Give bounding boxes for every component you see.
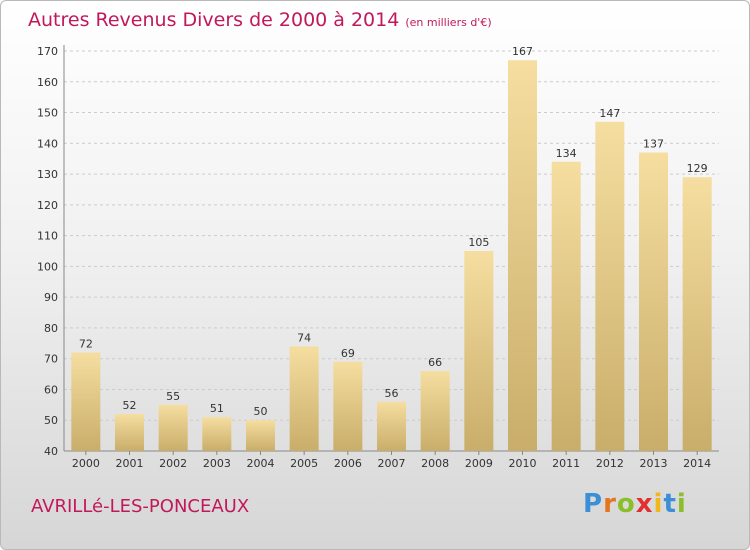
y-tick-label: 100 [37, 260, 58, 273]
bar-2014 [682, 177, 712, 451]
bar-2012 [595, 121, 625, 452]
y-tick-label: 90 [44, 291, 58, 304]
data-label: 52 [123, 399, 137, 412]
data-label: 51 [210, 402, 224, 415]
x-tick-label: 2000 [72, 457, 100, 470]
data-label: 69 [341, 347, 355, 360]
data-label: 66 [428, 356, 442, 369]
data-label: 167 [512, 45, 533, 58]
bar-2006 [333, 361, 363, 451]
x-tick-label: 2013 [640, 457, 668, 470]
bar-2010 [508, 60, 537, 451]
commune-name: AVRILLé-LES-PONCEAUX [31, 496, 250, 517]
data-label: 56 [385, 387, 399, 400]
y-tick-label: 80 [44, 322, 58, 335]
y-tick-label: 160 [37, 76, 58, 89]
y-tick-label: 150 [37, 107, 58, 120]
y-tick-label: 130 [37, 168, 58, 181]
chart-unit: (en milliers d'€) [405, 16, 492, 29]
x-tick-label: 2003 [203, 457, 231, 470]
data-label: 72 [79, 338, 93, 351]
x-tick-label: 2009 [465, 457, 493, 470]
y-tick-label: 50 [44, 414, 58, 427]
bar-2005 [289, 346, 319, 451]
x-tick-label: 2007 [378, 457, 406, 470]
y-tick-labels: 40 50 60 70 80 90 100 110 120 130 140 150 160 170 [37, 45, 58, 458]
x-tick-label: 2010 [509, 457, 537, 470]
y-tick-label: 120 [37, 199, 58, 212]
data-label: 129 [687, 162, 708, 175]
y-tick-label: 70 [44, 353, 58, 366]
x-tick-label: 2001 [116, 457, 144, 470]
bar-2004 [246, 420, 275, 451]
x-tick-label: 2002 [159, 457, 187, 470]
y-tick-label: 60 [44, 383, 58, 396]
x-tick-label: 2014 [683, 457, 711, 470]
data-label: 137 [643, 138, 664, 151]
chart-title-text: Autres Revenus Divers de 2000 à 2014 [28, 9, 400, 31]
data-label: 50 [254, 405, 268, 418]
x-tick-label: 2005 [290, 457, 318, 470]
bar-2002 [158, 404, 188, 451]
logo-letter: x [635, 489, 654, 519]
proxiti-logo[interactable]: Proxiti [583, 489, 687, 519]
logo-letter: i [676, 489, 687, 519]
chart-title: Autres Revenus Divers de 2000 à 2014 (en … [28, 9, 492, 31]
data-label: 55 [166, 390, 180, 403]
bar-2013 [639, 152, 668, 452]
bar-2009 [464, 251, 494, 451]
x-tick-label: 2008 [421, 457, 449, 470]
x-tick-label: 2012 [596, 457, 624, 470]
y-tick-label: 140 [37, 137, 58, 150]
x-tick-labels: 2000 2001 2002 2003 2004 2005 2006 2007 2008 2009… [72, 457, 711, 470]
data-label: 147 [599, 107, 620, 120]
y-tick-label: 40 [44, 445, 58, 458]
bar-2000 [71, 352, 101, 451]
bar-2007 [377, 401, 406, 451]
x-tick-label: 2011 [552, 457, 580, 470]
logo-letter: t [663, 489, 677, 519]
bar-2008 [420, 371, 450, 451]
x-tick-label: 2004 [247, 457, 275, 470]
data-labels: 72 52 55 51 50 74 69 56 66 105 167 134 147 137 129 [79, 45, 708, 418]
x-tick-label: 2006 [334, 457, 362, 470]
logo-letter: P [583, 489, 604, 519]
logo-letter: r [603, 489, 617, 519]
bars [71, 60, 712, 452]
logo-letter: o [616, 489, 636, 519]
data-label: 74 [297, 331, 311, 344]
logo-letter: i [653, 489, 664, 519]
data-label: 134 [556, 147, 577, 160]
bar-2011 [551, 161, 581, 451]
data-label: 105 [468, 236, 489, 249]
y-tick-label: 170 [37, 45, 58, 58]
bar-2003 [202, 417, 232, 451]
y-tick-label: 110 [37, 230, 58, 243]
bar-2001 [115, 414, 144, 451]
